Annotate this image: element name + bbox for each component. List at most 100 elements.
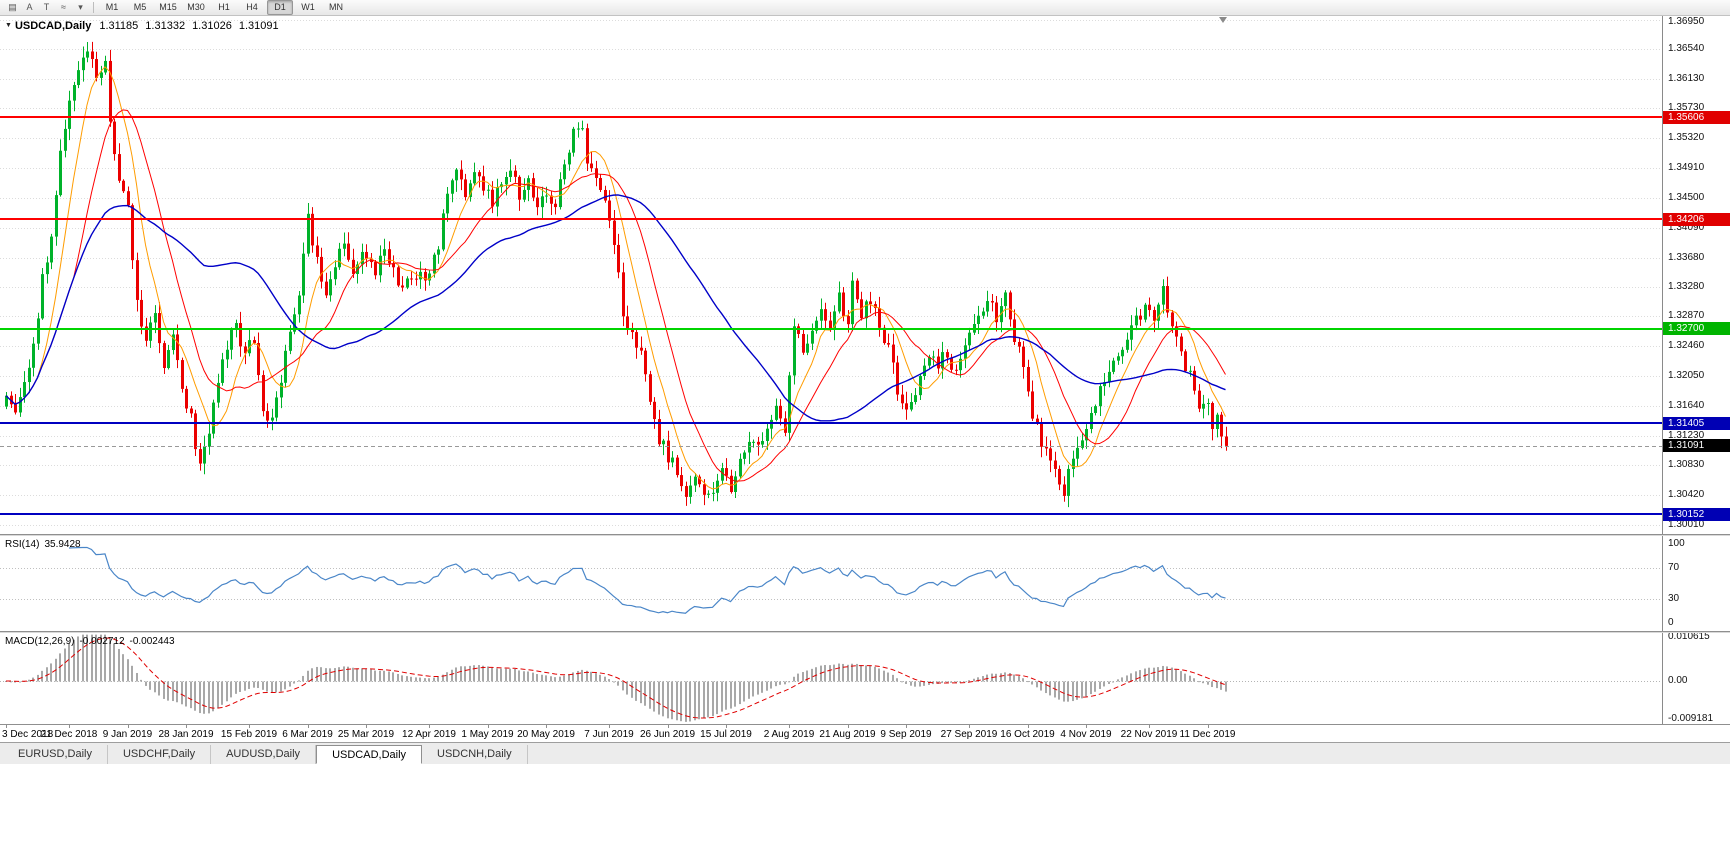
- date-label: 1 May 2019: [461, 729, 514, 740]
- price-tick: 1.34910: [1668, 162, 1705, 174]
- timeframe-button-M5[interactable]: M5: [133, 2, 147, 12]
- timeframe-button-MN[interactable]: MN: [329, 2, 343, 12]
- macd-tick: -0.009181: [1668, 712, 1714, 724]
- chart-symbol: USDCAD,Daily: [14, 20, 92, 32]
- timeframe-button-D1[interactable]: D1: [267, 0, 293, 15]
- time-tick-mark: [848, 725, 849, 728]
- time-axis[interactable]: 3 Dec 2018 21 Dec 2018 9 Jan 2019 28 Jan 20…: [0, 724, 1730, 742]
- top-toolbar: ▤ A T ≈ ▾ M1 M5 M15 M30 H1 H4 D1 W1 MN: [0, 0, 1730, 16]
- time-tick-mark: [789, 725, 790, 728]
- chart-tab-EURUSD[interactable]: EURUSD,Daily: [3, 745, 108, 764]
- date-label: 7 Jun 2019: [584, 729, 634, 740]
- time-tick-mark: [726, 725, 727, 728]
- panel-separator[interactable]: [0, 631, 1730, 633]
- price-tick: 1.36950: [1668, 16, 1705, 27]
- panel-separator[interactable]: [0, 534, 1730, 536]
- price-tick: 1.36540: [1668, 43, 1705, 55]
- time-tick-mark: [429, 725, 430, 728]
- time-tick-mark: [1149, 725, 1150, 728]
- time-tick-mark: [128, 725, 129, 728]
- time-tick-mark: [1028, 725, 1029, 728]
- price-level-tag[interactable]: 1.35606: [1663, 110, 1730, 124]
- line-studies-icon[interactable]: ≈: [61, 2, 66, 12]
- time-tick-mark: [366, 725, 367, 728]
- price-tick: 1.31640: [1668, 399, 1705, 411]
- price-tick: 1.33680: [1668, 251, 1705, 263]
- price-tick: 1.35730: [1668, 102, 1705, 114]
- chart-shift-marker-icon[interactable]: [1219, 17, 1227, 23]
- price-tick: 1.35320: [1668, 132, 1705, 144]
- time-tick-mark: [1086, 725, 1087, 728]
- time-tick-mark: [906, 725, 907, 728]
- price-level-tag[interactable]: 1.31405: [1663, 416, 1730, 430]
- time-tick-mark: [308, 725, 309, 728]
- price-tick: 1.32050: [1668, 370, 1705, 382]
- time-tick-mark: [1208, 725, 1209, 728]
- chart-tab-USDCAD[interactable]: USDCAD,Daily: [316, 745, 423, 764]
- price-tick: 1.30420: [1668, 488, 1705, 500]
- rsi-tick: 70: [1668, 561, 1680, 573]
- price-level-tag[interactable]: 1.30152: [1663, 507, 1730, 521]
- time-tick-mark: [488, 725, 489, 728]
- date-label: 15 Jul 2019: [700, 729, 752, 740]
- cursor-tool-icon[interactable]: A: [26, 2, 33, 12]
- chart-title: ▼ USDCAD,Daily 1.31185 1.31332 1.31026 1.3109…: [5, 20, 286, 32]
- price-tick: 1.34090: [1668, 221, 1705, 233]
- timeframe-button-M15[interactable]: M15: [159, 2, 177, 12]
- date-label: 4 Nov 2019: [1060, 729, 1112, 740]
- chart-tabs-bar: EURUSD,Daily USDCHF,Daily AUDUSD,Daily USDC…: [0, 742, 1730, 764]
- rsi-value: 35.9428: [44, 539, 81, 550]
- price-level-tag[interactable]: 1.32700: [1663, 322, 1730, 336]
- chart-tab-USDCNH[interactable]: USDCNH,Daily: [422, 745, 528, 764]
- ohlc-low: 1.31026: [192, 20, 232, 32]
- toolbar-separator: [93, 2, 94, 13]
- price-chart-canvas[interactable]: [0, 16, 1662, 534]
- time-tick-mark: [6, 725, 7, 728]
- chart-tab-AUDUSD[interactable]: AUDUSD,Daily: [211, 745, 317, 764]
- toolbar-icons: ▤ A T ≈ ▾: [4, 1, 89, 14]
- chart-window-icon[interactable]: ▤: [8, 2, 17, 12]
- time-tick-mark: [186, 725, 187, 728]
- rsi-tick: 30: [1668, 593, 1680, 605]
- ohlc-close: 1.31091: [238, 20, 279, 32]
- date-label: 21 Dec 2018: [40, 729, 98, 740]
- chart-tab-USDCHF[interactable]: USDCHF,Daily: [108, 745, 212, 764]
- timeframe-button-H4[interactable]: H4: [246, 2, 258, 12]
- date-label: 11 Dec 2019: [1179, 729, 1236, 740]
- chart-title-triangle-icon: ▼: [5, 22, 12, 29]
- ohlc-open: 1.31185: [99, 20, 139, 32]
- text-tool-icon[interactable]: T: [43, 2, 50, 12]
- dropdown-arrow-icon[interactable]: ▾: [78, 2, 83, 12]
- macd-chart-canvas[interactable]: [0, 633, 1662, 724]
- macd-label: MACD(12,26,9) -0.002712 -0.002443: [5, 636, 175, 647]
- date-label: 22 Nov 2019: [1120, 729, 1178, 740]
- date-label: 25 Mar 2019: [337, 729, 395, 740]
- rsi-panel: RSI(14) 35.9428: [0, 536, 1662, 631]
- rsi-chart-canvas[interactable]: [0, 536, 1662, 631]
- rsi-name: RSI(14): [5, 539, 40, 550]
- price-axis[interactable]: 1.36950 1.36540 1.36130 1.35730 1.35320 1.349…: [1662, 16, 1730, 742]
- date-label: 9 Jan 2019: [102, 729, 153, 740]
- time-tick-mark: [249, 725, 250, 728]
- macd-signal-value: -0.002443: [129, 636, 175, 647]
- date-label: 12 Apr 2019: [402, 729, 456, 740]
- price-level-tag[interactable]: 1.34206: [1663, 212, 1730, 226]
- price-tick: 1.30830: [1668, 458, 1705, 470]
- price-tick: 1.34500: [1668, 191, 1705, 203]
- time-tick-mark: [969, 725, 970, 728]
- date-label: 20 May 2019: [517, 729, 575, 740]
- macd-tick: 0.010615: [1668, 631, 1710, 643]
- timeframe-buttons: M1 M5 M15 M30 H1 H4 D1 W1 MN: [98, 0, 350, 15]
- timeframe-button-W1[interactable]: W1: [301, 2, 315, 12]
- price-level-tag[interactable]: 1.31091: [1663, 439, 1730, 453]
- timeframe-button-M30[interactable]: M30: [187, 2, 205, 12]
- date-label: 6 Mar 2019: [282, 729, 333, 740]
- timeframe-button-H1[interactable]: H1: [218, 2, 230, 12]
- timeframe-button-M1[interactable]: M1: [105, 2, 119, 12]
- macd-panel: MACD(12,26,9) -0.002712 -0.002443: [0, 633, 1662, 724]
- date-label: 3 Dec 2018: [2, 729, 54, 740]
- macd-main-value: -0.002712: [79, 636, 125, 647]
- rsi-label: RSI(14) 35.9428: [5, 539, 81, 550]
- time-tick-mark: [546, 725, 547, 728]
